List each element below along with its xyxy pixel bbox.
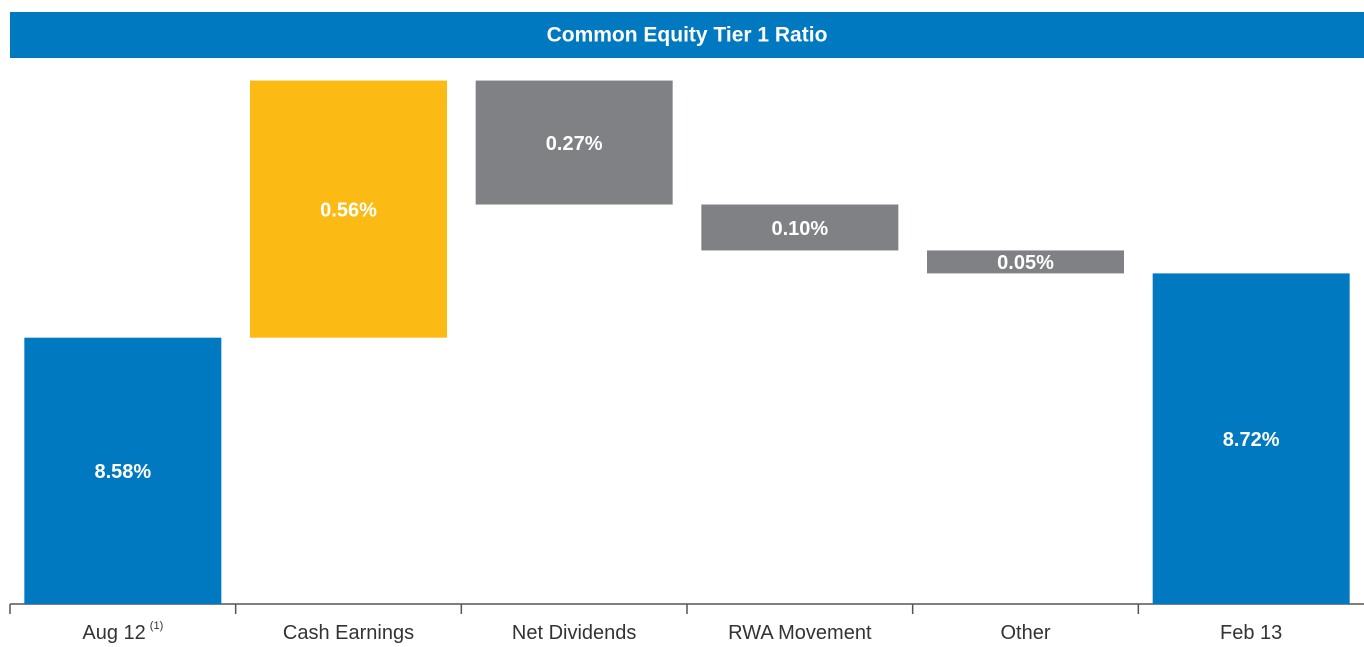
value-label: 8.58% <box>94 461 151 483</box>
bar <box>701 204 899 251</box>
category-superscript: (1) <box>150 620 163 632</box>
x-tick-label: Net Dividends <box>512 622 637 644</box>
x-tick-label: Aug 12 (1) <box>82 620 163 644</box>
category-name: Feb 13 <box>1220 622 1282 644</box>
x-tick-label: Other <box>1000 622 1050 644</box>
x-tick-label: Feb 13 <box>1220 622 1282 644</box>
x-tick-label: Cash Earnings <box>283 622 414 644</box>
category-name: RWA Movement <box>728 622 872 644</box>
value-label: 0.56% <box>320 199 377 221</box>
value-label: 0.27% <box>546 133 603 155</box>
bar <box>250 80 447 338</box>
value-label: 0.10% <box>771 218 828 240</box>
bar <box>475 80 673 205</box>
category-name: Other <box>1000 622 1050 644</box>
title-bar <box>10 12 1364 58</box>
category-name: Aug 12 <box>82 622 145 644</box>
chart-title: Common Equity Tier 1 Ratio <box>547 24 828 47</box>
bar <box>1152 273 1350 604</box>
category-name: Cash Earnings <box>283 622 414 644</box>
value-label: 0.05% <box>997 252 1054 274</box>
value-label: 8.72% <box>1223 429 1280 451</box>
x-tick-label: RWA Movement <box>728 622 872 644</box>
category-name: Net Dividends <box>512 622 637 644</box>
bar <box>927 250 1124 274</box>
bar <box>24 337 222 604</box>
